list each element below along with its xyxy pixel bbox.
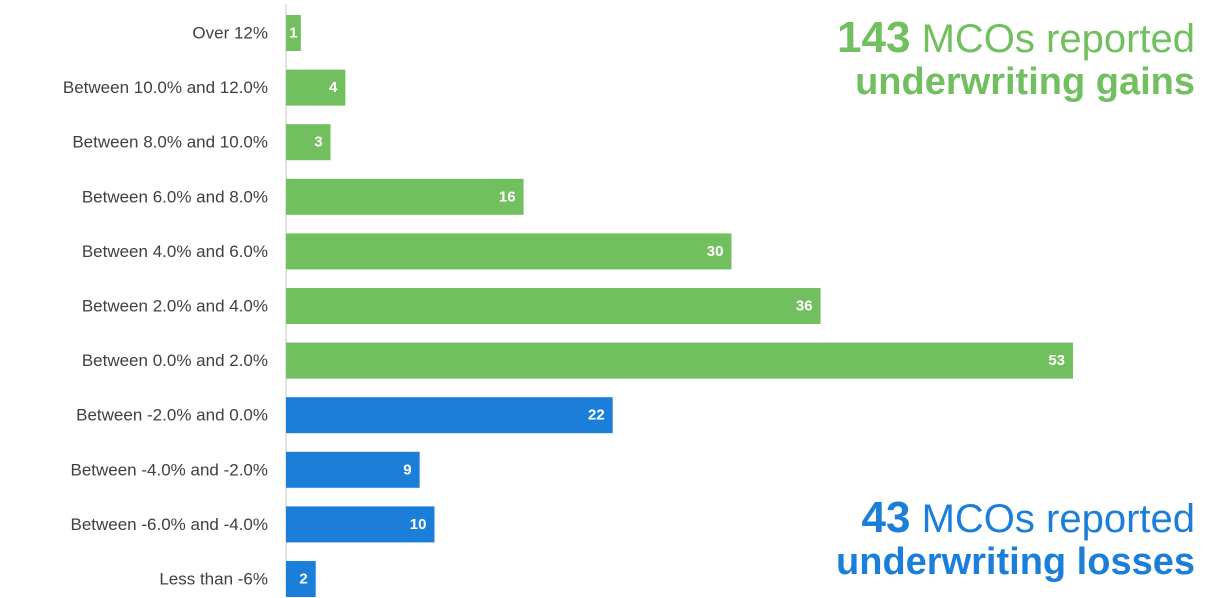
data-label: 2 (299, 571, 307, 588)
losses-callout: 43 MCOs reported underwriting losses (836, 494, 1195, 583)
losses-count: 43 (861, 493, 911, 542)
bar (286, 561, 316, 597)
data-label: 16 (499, 188, 516, 205)
category-tick-label: Between 4.0% and 6.0% (82, 242, 268, 261)
category-tick-label: Between 6.0% and 8.0% (82, 187, 268, 206)
data-label: 3 (314, 134, 322, 151)
gains-callout-bold-text: underwriting gains (855, 60, 1195, 103)
category-tick-label: Between 10.0% and 12.0% (63, 78, 268, 97)
category-tick-label: Over 12% (192, 24, 268, 43)
category-tick-label: Between 8.0% and 10.0% (72, 133, 268, 152)
bar (286, 124, 331, 161)
category-tick-label: Between -4.0% and -2.0% (70, 460, 268, 479)
data-label: 22 (588, 407, 605, 424)
data-label: 4 (329, 79, 338, 96)
gains-count: 143 (837, 13, 911, 62)
category-tick-label: Less than -6% (159, 570, 268, 589)
losses-callout-text: MCOs reported (910, 497, 1195, 541)
data-label: 1 (289, 25, 297, 42)
bar (286, 233, 732, 270)
gains-callout-text: MCOs reported (910, 17, 1195, 61)
data-label: 30 (707, 243, 724, 260)
bar (286, 69, 346, 106)
losses-callout-bold-text: underwriting losses (836, 540, 1195, 583)
bar (286, 288, 821, 324)
bar (286, 15, 301, 51)
bar (286, 178, 524, 215)
bar (286, 397, 613, 434)
losses-callout-line-1: 43 MCOs reported (836, 494, 1195, 542)
bar (286, 342, 1073, 379)
data-label: 9 (403, 461, 411, 478)
data-label: 53 (1048, 352, 1065, 369)
category-tick-label: Between -2.0% and 0.0% (76, 406, 268, 425)
bars-group (286, 15, 1073, 597)
gains-callout-line-1: 143 MCOs reported (837, 14, 1195, 62)
data-label: 10 (410, 516, 427, 533)
category-tick-label: Between 0.0% and 2.0% (82, 351, 268, 370)
category-tick-labels: Over 12% Between 10.0% and 12.0% Between 8… (63, 24, 268, 589)
bar (286, 506, 435, 543)
category-tick-label: Between -6.0% and -4.0% (70, 515, 268, 534)
gains-callout: 143 MCOs reported underwriting gains (837, 14, 1195, 103)
category-tick-label: Between 2.0% and 4.0% (82, 297, 268, 316)
data-label: 36 (796, 298, 813, 315)
bar (286, 451, 420, 488)
